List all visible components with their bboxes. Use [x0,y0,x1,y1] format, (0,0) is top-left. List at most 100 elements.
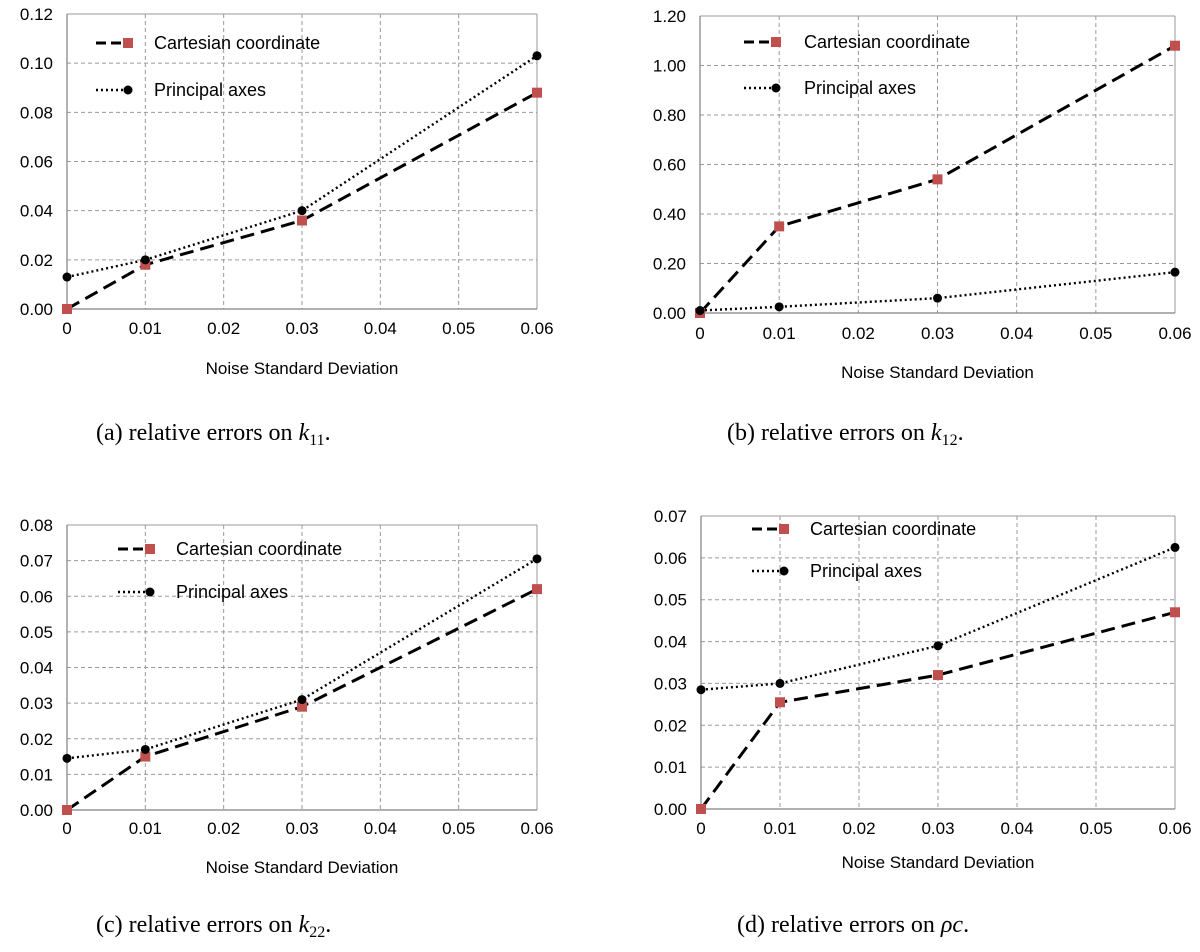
chart-b-x-tick-label: 0.06 [1158,324,1191,343]
chart-d-legend-marker [779,566,789,576]
chart-c-x-tick-label: 0.03 [285,819,318,838]
chart-d-y-tick-label: 0.03 [654,674,687,693]
chart-a-point-cartesian [532,87,542,98]
chart-b-point-principal [933,293,942,303]
chart-a-y-tick-label: 0.00 [20,300,53,319]
chart-a-y-tick-label: 0.04 [20,202,53,221]
chart-b-point-principal [695,306,705,316]
chart-d-point-cartesian [933,670,943,681]
chart-d-legend-label: Principal axes [810,561,922,581]
chart-panel-c: 0 0.01 0.02 0.03 0.04 0.05 0.06 0.00 0.01 0.02 0.0… [0,500,600,952]
chart-a-legend-marker [123,38,133,48]
chart-b-y-tick-label: 1.00 [653,57,686,76]
chart-c-x-tick-label: 0 [62,819,71,838]
chart-d-y-tick-label: 0.05 [654,591,687,610]
chart-c-point-cartesian [62,805,72,815]
chart-c-y-tick-label: 0.06 [20,587,53,606]
chart-b-y-tick-label: 0.80 [653,106,686,125]
caption-d-suffix: . [963,912,970,938]
caption-a-symbol: k [298,420,310,446]
chart-d-point-principal [775,678,785,688]
chart-d-point-cartesian [1170,607,1180,618]
caption-a-suffix: . [324,420,331,446]
chart-b-legend-label: Cartesian coordinate [804,32,970,52]
chart-a-svg: 0 0.01 0.02 0.03 0.04 0.05 0.06 0.00 0.02 0.04 0.0… [20,5,554,378]
chart-a-series-line-principal [66,54,538,279]
chart-a-x-tick-label: 0.05 [442,319,475,338]
chart-b-point-cartesian [932,174,943,185]
caption-b-suffix: . [957,420,964,446]
chart-c-y-tick-label: 0.00 [20,801,53,820]
chart-d-point-cartesian [775,697,785,708]
chart-d-series-line-cartesian [699,610,1176,810]
chart-d-x-axis-label: Noise Standard Deviation [842,853,1035,872]
chart-c-legend-label: Cartesian coordinate [176,539,342,559]
chart-d-y-tick-label: 0.01 [654,758,687,777]
caption-d-text: (d) relative errors on [737,912,941,938]
chart-b-y-tick-label: 0.40 [653,205,686,224]
chart-c-point-principal [532,554,542,564]
chart-a-point-cartesian [297,215,307,226]
chart-c-legend-label: Principal axes [176,582,288,602]
chart-c-y-tick-label: 0.08 [20,516,53,535]
chart-panel-d: 0 0.01 0.02 0.03 0.04 0.05 0.06 0.00 0.01 0.02 0.0… [600,500,1200,952]
caption-b-text: (b) relative errors on [727,420,931,446]
chart-a-point-principal [532,51,542,61]
chart-c-point-cartesian [297,701,307,712]
chart-a-y-tick-label: 0.02 [20,251,53,270]
chart-c-y-tick-label: 0.05 [20,623,53,642]
chart-b-legend-marker [771,37,781,47]
chart-a-series-line-cartesian [66,91,538,311]
caption-c-symbol: k [298,912,310,938]
chart-panel-b: 0 0.01 0.02 0.03 0.04 0.05 0.06 0.00 0.20 0.40 0.6… [600,0,1200,470]
chart-a-point-principal [62,272,72,282]
caption-c-text: (c) relative errors on [96,912,299,938]
chart-c-point-principal [297,695,307,705]
chart-b-y-tick-label: 0.00 [653,304,686,323]
chart-a-point-principal [140,255,150,265]
chart-c-series-line-principal [66,557,538,760]
chart-b-x-tick-label: 0.02 [842,324,875,343]
chart-d-legend-label: Cartesian coordinate [810,519,976,539]
caption-a-text: (a) relative errors on [96,420,299,446]
chart-c-svg: 0 0.01 0.02 0.03 0.04 0.05 0.06 0.00 0.01 0.02 0.0… [20,516,554,877]
chart-a-point-principal [297,206,307,216]
chart-c-y-tick-label: 0.04 [20,659,53,678]
chart-d-y-tick-label: 0.02 [654,716,687,735]
chart-a-y-tick-label: 0.06 [20,153,53,172]
chart-d-point-principal [696,685,706,695]
chart-c-y-tick-label: 0.03 [20,694,53,713]
chart-d-point-principal [1170,542,1180,552]
caption-d: (d) relative errors on ρc. [737,912,969,942]
chart-c-legend-marker [145,544,155,554]
chart-b-point-principal [1170,267,1180,277]
caption-c-suffix: . [325,912,332,938]
chart-b-x-tick-label: 0.04 [1000,324,1033,343]
chart-d-x-tick-label: 0 [696,819,705,838]
chart-b-x-axis-label: Noise Standard Deviation [841,363,1034,382]
chart-b-x-tick-label: 0.05 [1079,324,1112,343]
chart-a-x-tick-label: 0.04 [364,319,397,338]
chart-b-y-tick-label: 0.20 [653,255,686,274]
chart-d-x-tick-label: 0.01 [763,819,796,838]
chart-d-legend-marker [779,524,789,534]
chart-b-x-tick-label: 0.03 [921,324,954,343]
chart-d-y-tick-label: 0.04 [654,633,687,652]
chart-c-point-cartesian [140,751,151,762]
chart-a-y-tick-label: 0.12 [20,5,53,24]
chart-a-x-tick-label: 0.06 [520,319,553,338]
chart-a-y-tick-label: 0.08 [20,103,53,122]
chart-d-x-tick-label: 0.05 [1079,819,1112,838]
chart-a-x-tick-label: 0 [62,319,71,338]
chart-c-series-line-cartesian [66,587,538,812]
caption-d-symbol: ρc [940,912,964,938]
caption-c-subscript: 22 [309,924,326,941]
chart-b-point-cartesian [774,221,785,232]
chart-c-x-tick-label: 0.01 [129,819,162,838]
caption-b-subscript: 12 [941,432,958,449]
chart-a-point-cartesian [140,259,151,270]
chart-b-x-tick-label: 0.01 [763,324,796,343]
chart-d-point-principal [933,641,943,651]
chart-a-y-tick-label: 0.10 [20,54,53,73]
chart-b-legend-label: Principal axes [804,78,916,98]
